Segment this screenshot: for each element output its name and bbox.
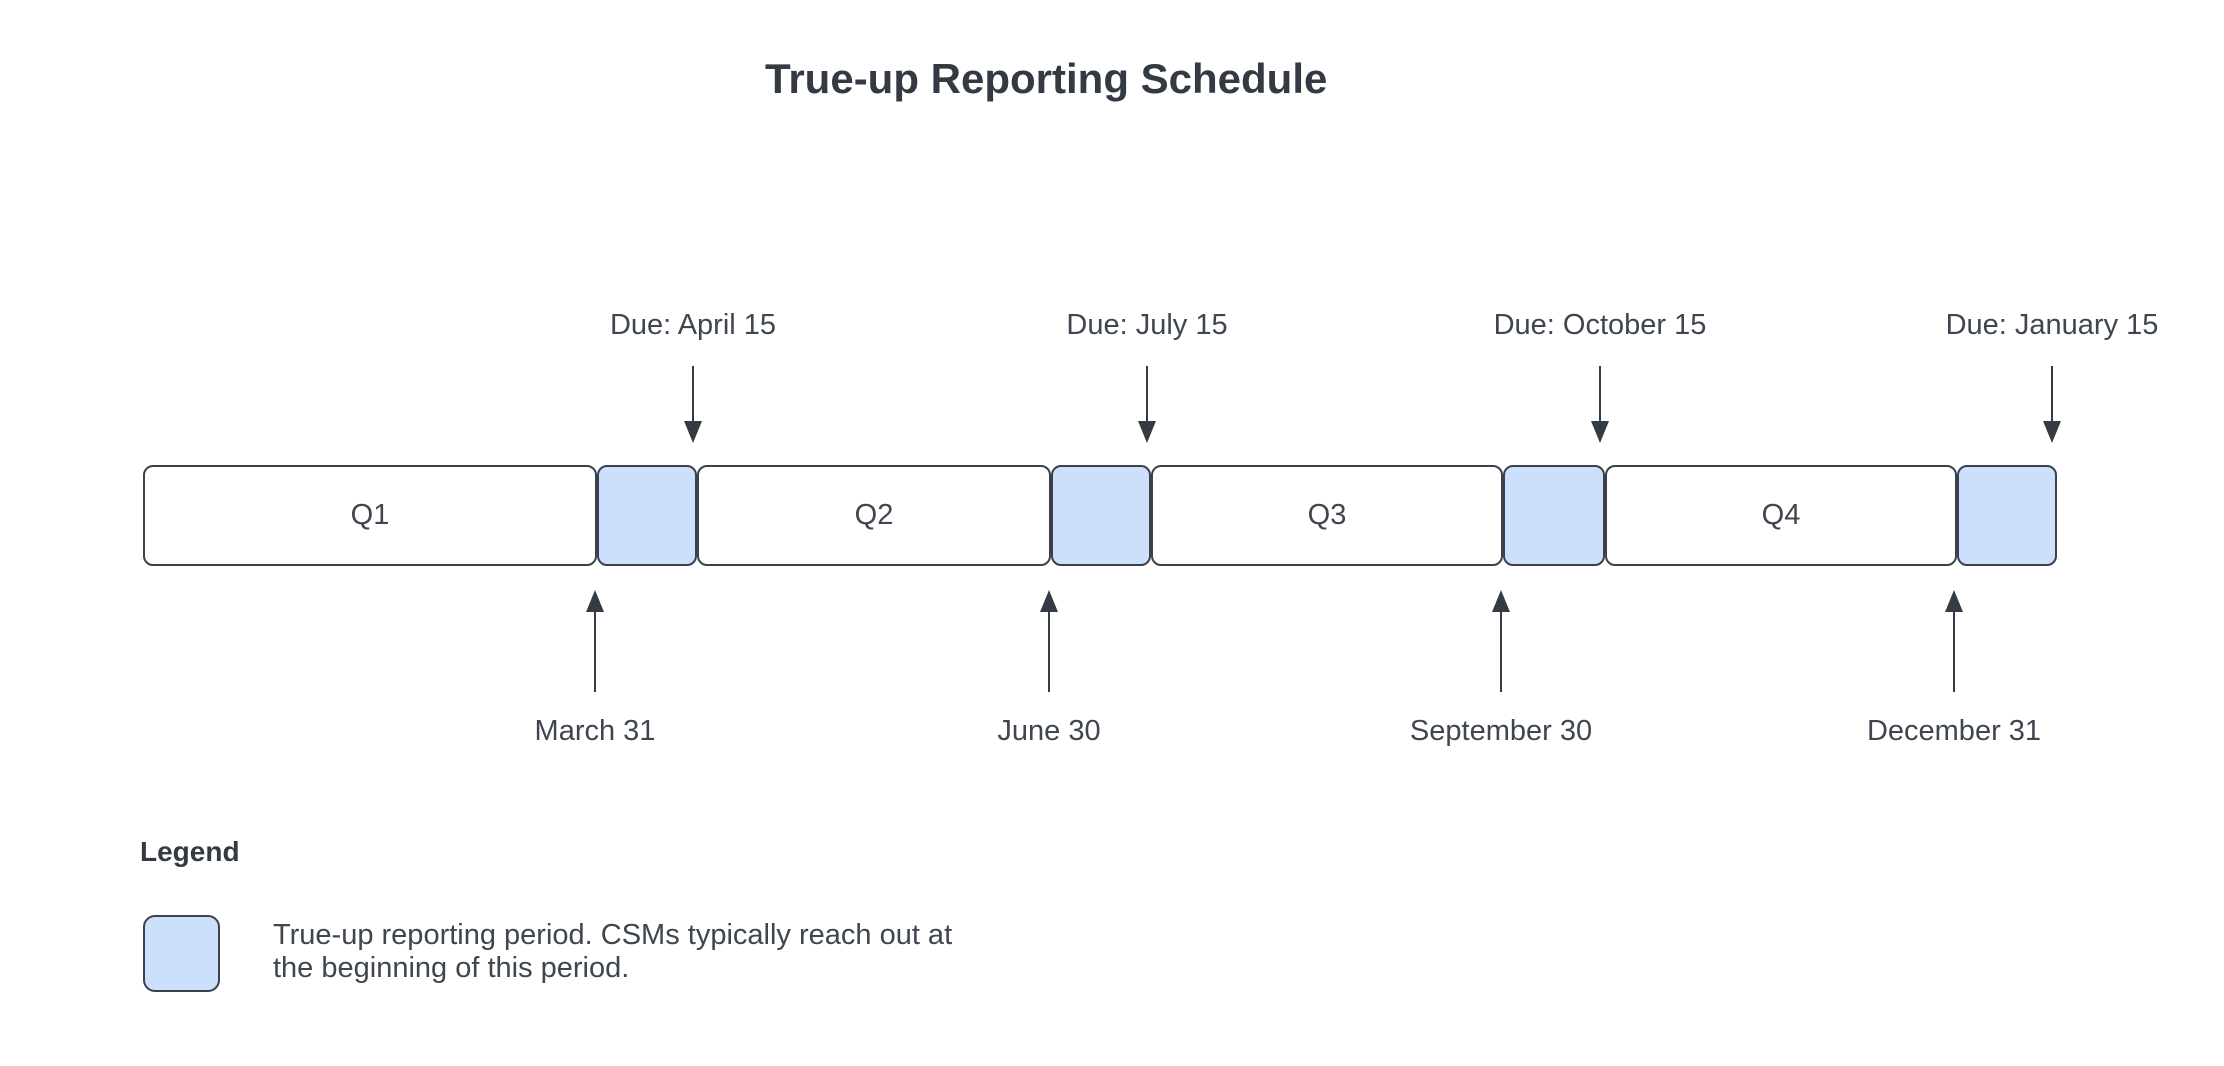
due-date-label-q3: Due: October 15 — [1493, 309, 1707, 341]
arrow-shaft — [1048, 612, 1050, 692]
arrow-down-icon — [1591, 366, 1609, 443]
quarter-label: Q3 — [1307, 499, 1347, 531]
due-date-label-q4: Due: January 15 — [1945, 309, 2159, 341]
arrow-head — [1492, 590, 1510, 612]
legend-description: True-up reporting period. CSMs typically… — [273, 919, 952, 985]
arrow-head — [1040, 590, 1058, 612]
quarter-box-q4: Q4 — [1605, 465, 1957, 566]
legend-swatch-trueup-period — [143, 915, 220, 992]
arrow-shaft — [692, 366, 694, 421]
quarter-box-q1: Q1 — [143, 465, 597, 566]
arrow-head — [1945, 590, 1963, 612]
arrow-up-icon — [1945, 590, 1963, 692]
arrow-shaft — [2051, 366, 2053, 421]
page-title: True-up Reporting Schedule — [765, 55, 1328, 102]
legend-description-line: True-up reporting period. CSMs typically… — [273, 919, 953, 951]
arrow-shaft — [1599, 366, 1601, 421]
arrow-shaft — [594, 612, 596, 692]
arrow-down-icon — [684, 366, 702, 443]
arrow-down-icon — [2043, 366, 2061, 443]
quarter-end-label-q4: December 31 — [1866, 715, 2042, 747]
arrow-head — [2043, 421, 2061, 443]
arrow-up-icon — [1040, 590, 1058, 692]
trueup-period-box-q4 — [1957, 465, 2057, 566]
quarter-label: Q1 — [350, 499, 390, 531]
quarter-label: Q2 — [854, 499, 894, 531]
arrow-up-icon — [1492, 590, 1510, 692]
quarter-end-label-q2: June 30 — [997, 715, 1101, 747]
arrow-head — [1138, 421, 1156, 443]
arrow-down-icon — [1138, 366, 1156, 443]
quarter-label: Q4 — [1761, 499, 1801, 531]
arrow-shaft — [1146, 366, 1148, 421]
trueup-period-box-q1 — [597, 465, 697, 566]
trueup-period-box-q2 — [1051, 465, 1151, 566]
arrow-shaft — [1500, 612, 1502, 692]
legend-description-line: the beginning of this period. — [273, 952, 630, 984]
quarter-box-q3: Q3 — [1151, 465, 1503, 566]
legend-title: Legend — [140, 836, 240, 867]
arrow-shaft — [1953, 612, 1955, 692]
quarter-end-label-q3: September 30 — [1409, 715, 1593, 747]
due-date-label-q1: Due: April 15 — [609, 309, 777, 341]
arrow-head — [1591, 421, 1609, 443]
arrow-up-icon — [586, 590, 604, 692]
trueup-period-box-q3 — [1503, 465, 1605, 566]
arrow-head — [586, 590, 604, 612]
due-date-label-q2: Due: July 15 — [1066, 309, 1228, 341]
quarter-box-q2: Q2 — [697, 465, 1051, 566]
arrow-head — [684, 421, 702, 443]
quarter-end-label-q1: March 31 — [534, 715, 656, 747]
